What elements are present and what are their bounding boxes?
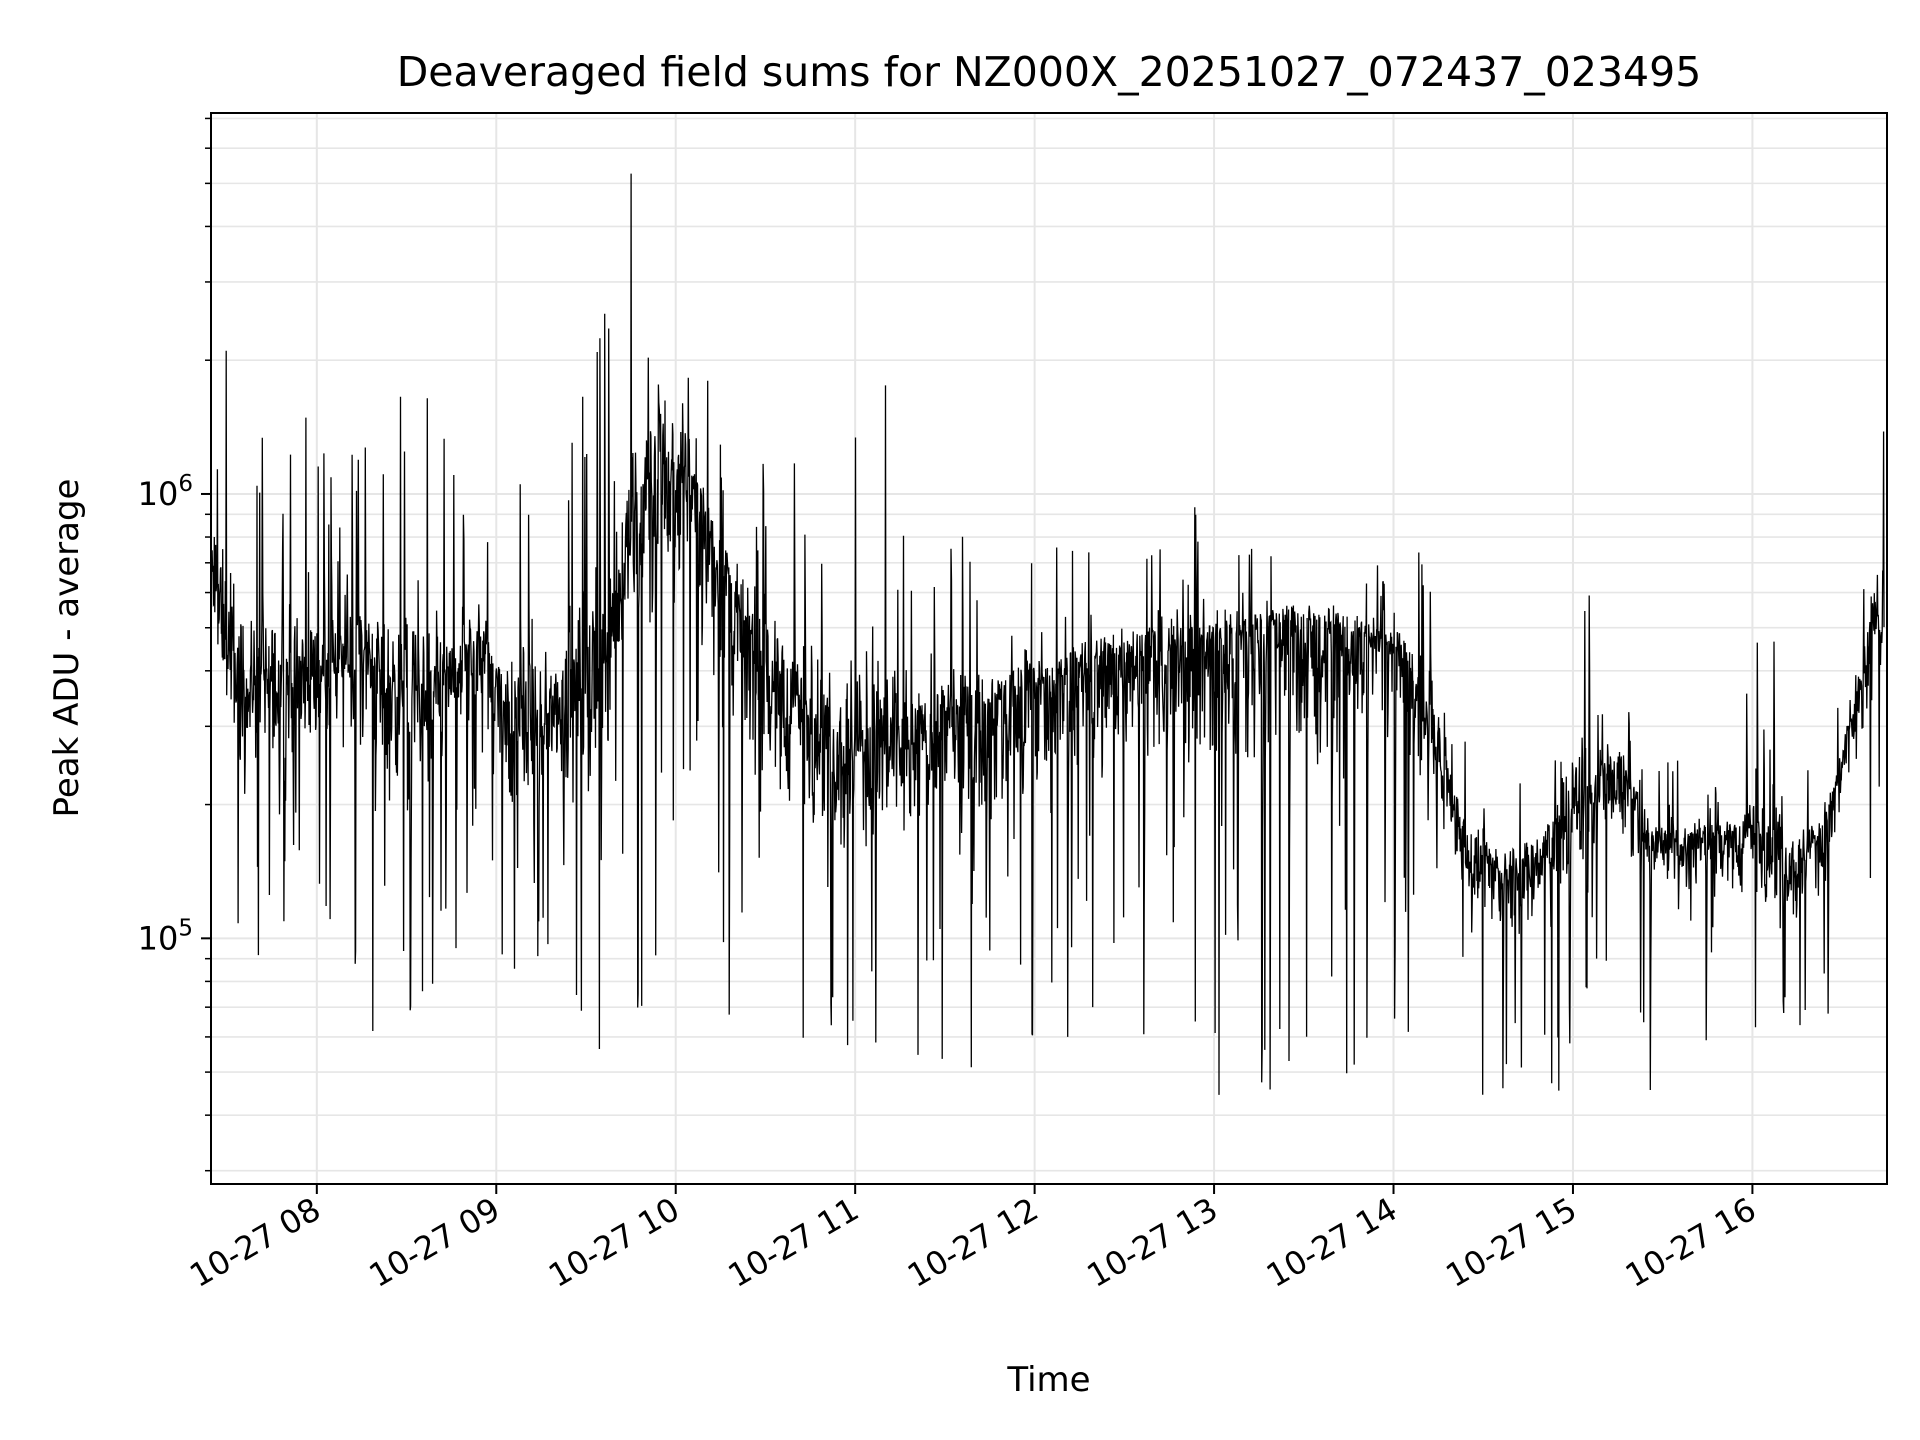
- plot-frame: [210, 112, 1888, 1185]
- y-tick-label: 105: [138, 915, 193, 957]
- series-line: [211, 173, 1885, 1095]
- y-axis-label: Peak ADU - average: [47, 479, 87, 818]
- chart-title: Deaveraged field sums for NZ000X_2025102…: [397, 48, 1702, 96]
- y-tick-label: 106: [138, 471, 193, 513]
- x-axis-label: Time: [1006, 1360, 1090, 1400]
